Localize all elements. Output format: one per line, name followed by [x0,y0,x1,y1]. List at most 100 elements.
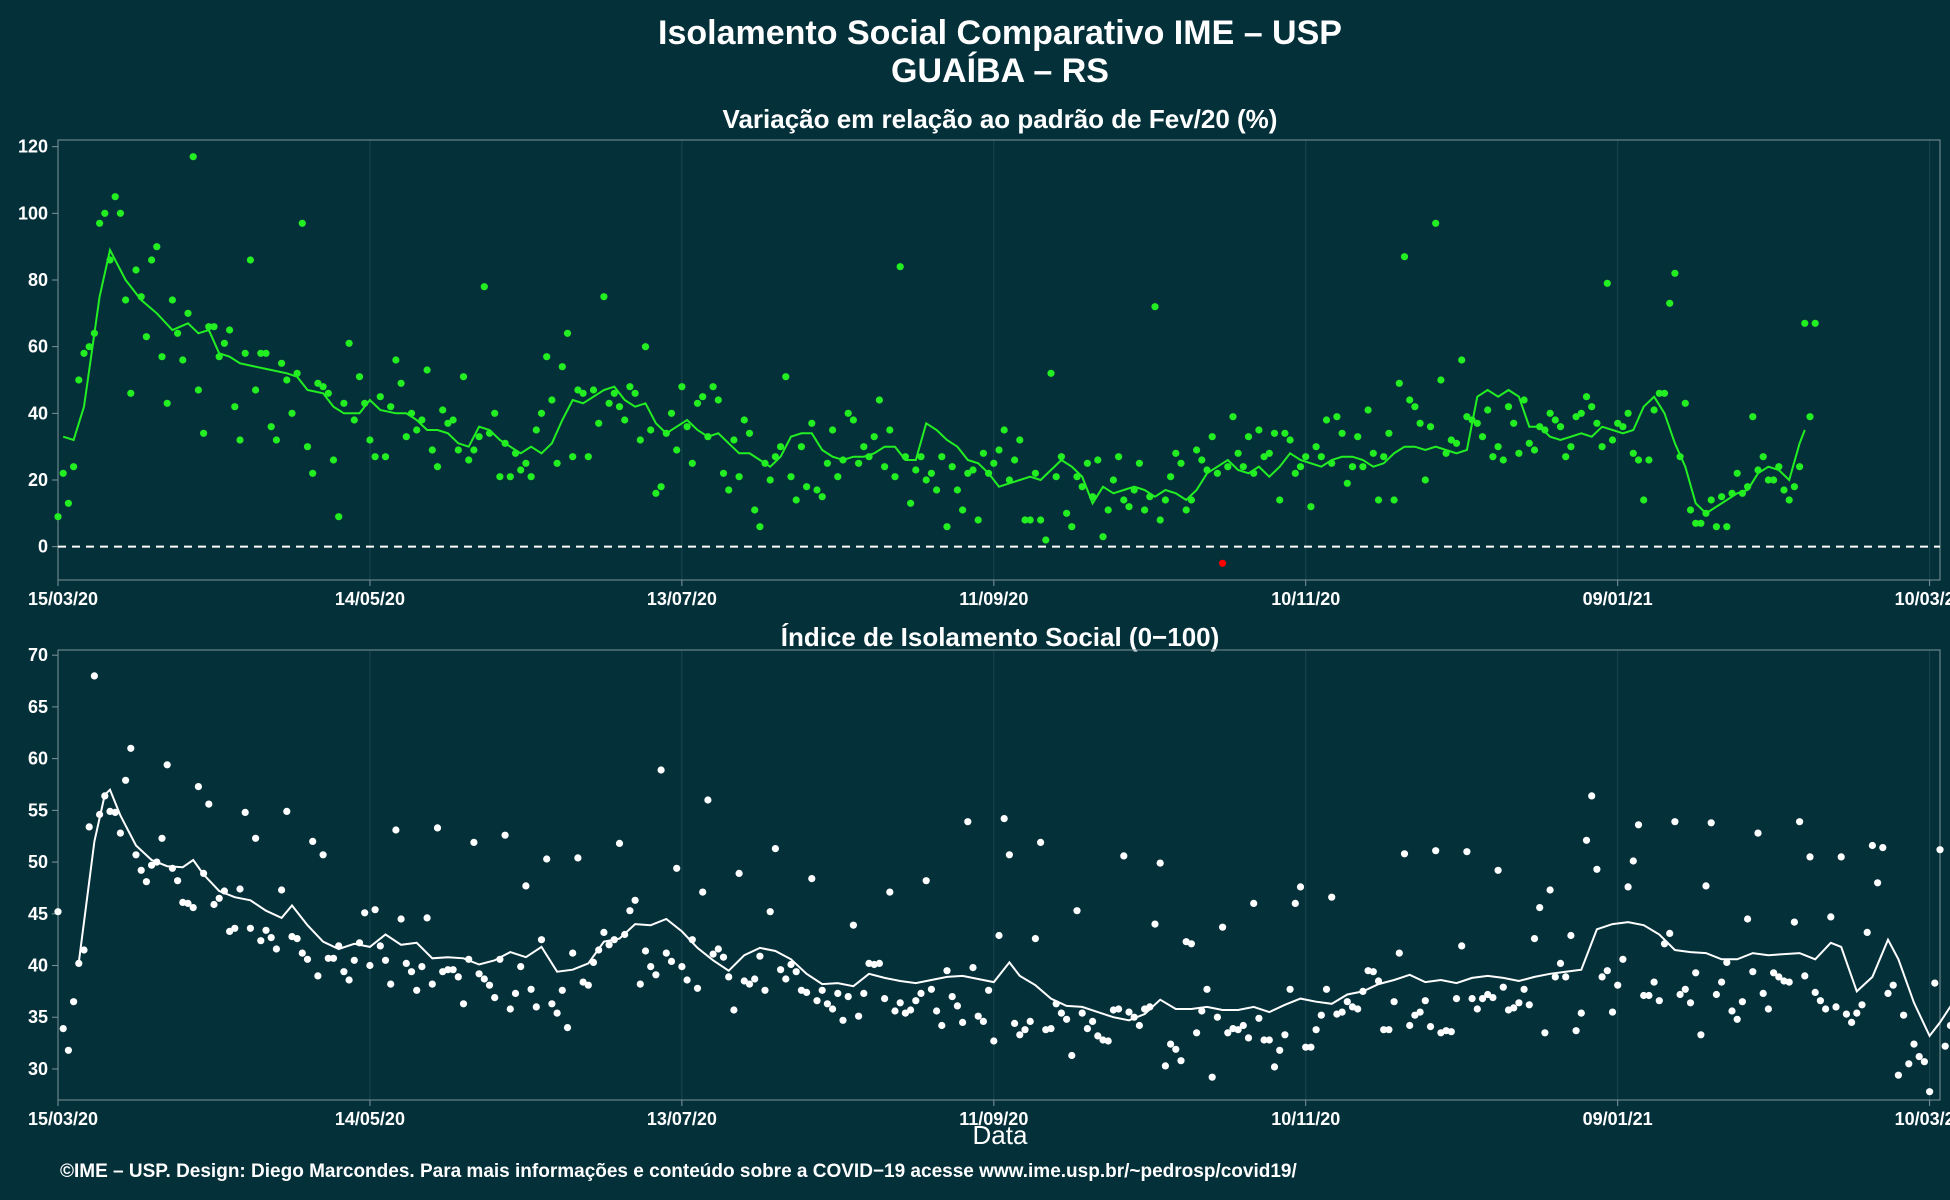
data-point [132,266,140,274]
data-point [1276,1046,1284,1054]
data-point [1317,1011,1325,1019]
data-point [1567,931,1575,940]
data-point [1572,413,1580,421]
data-point [470,446,478,454]
data-point [927,985,936,993]
data-point [948,463,956,471]
data-point [751,506,759,514]
data-point [231,924,239,932]
main-title-line1: Isolamento Social Comparativo IME – USP [658,14,1342,52]
data-point [1411,403,1419,411]
x-tick-label: 11/09/20 [959,589,1028,609]
data-point [1468,995,1476,1003]
data-point [1421,476,1429,484]
data-point [969,466,977,474]
data-point [1260,453,1268,461]
data-point [1000,815,1008,823]
y-tick-label: 80 [28,270,48,290]
data-point [428,446,436,454]
data-point [1478,433,1487,441]
data-point [1390,496,1398,504]
data-point [761,986,769,994]
data-point [1541,426,1549,434]
data-point [964,818,972,826]
data-point [423,914,431,922]
data-point [673,446,681,454]
data-point [1208,1073,1216,1081]
data-point [1853,1009,1861,1017]
footer-credit: ©IME – USP. Design: Diego Marcondes. Par… [60,1161,1297,1182]
data-point [1348,463,1357,471]
data-point [943,967,951,975]
data-point [1603,967,1611,975]
data-point [252,834,260,842]
data-point [766,476,774,484]
data-point [1624,883,1632,891]
data-point [303,955,312,963]
data-point [1666,929,1674,938]
data-point [1941,1042,1949,1050]
data-point [657,483,665,491]
data-point [1879,844,1887,852]
data-point [797,443,806,451]
data-point [205,323,213,331]
data-point [782,975,790,983]
data-point [933,486,941,494]
data-point [231,403,239,411]
data-point [309,837,317,846]
data-point [995,931,1003,940]
data-point [1343,479,1351,487]
data-point [1770,969,1778,977]
data-point [1738,998,1746,1006]
data-point [652,489,660,497]
data-point [1915,1053,1923,1061]
data-point [407,968,416,976]
data-point [1109,476,1117,484]
data-point [1884,989,1892,998]
data-point [1536,904,1544,912]
data-point [1057,453,1065,461]
data-point [1764,476,1772,484]
data-point [267,423,275,431]
y-tick-label: 120 [18,137,48,157]
data-point [647,426,655,434]
data-point [532,1003,540,1011]
y-tick-label: 0 [38,537,48,557]
data-point [1634,456,1643,464]
data-point [1556,959,1565,968]
data-point [990,459,998,467]
data-point [818,986,826,994]
data-point [1551,416,1559,424]
data-point [1333,413,1341,421]
data-point [241,808,249,817]
data-point [1556,423,1565,431]
data-point [1083,1025,1091,1033]
data-point [1167,473,1175,481]
data-point [194,386,202,394]
data-point [605,941,613,949]
moving-average-line [62,247,1806,515]
data-point [600,293,608,301]
data-point [615,403,624,411]
data-point [1016,1031,1024,1039]
data-point [829,426,837,434]
data-point [278,359,286,367]
data-point [480,975,488,983]
data-point [1686,506,1695,514]
data-point [1260,1036,1268,1044]
data-point [886,426,894,434]
data-point [1489,453,1497,461]
data-point [1432,219,1440,227]
data-point [1406,396,1414,404]
data-point [1582,836,1591,844]
data-point [1484,990,1492,999]
data-point [714,945,722,953]
data-point [1759,989,1767,998]
data-point [1296,463,1305,471]
data-point [912,466,920,474]
data-point [345,339,353,347]
data-point [751,975,759,983]
data-point [522,459,530,467]
data-point [376,942,384,950]
data-point [1577,409,1585,417]
